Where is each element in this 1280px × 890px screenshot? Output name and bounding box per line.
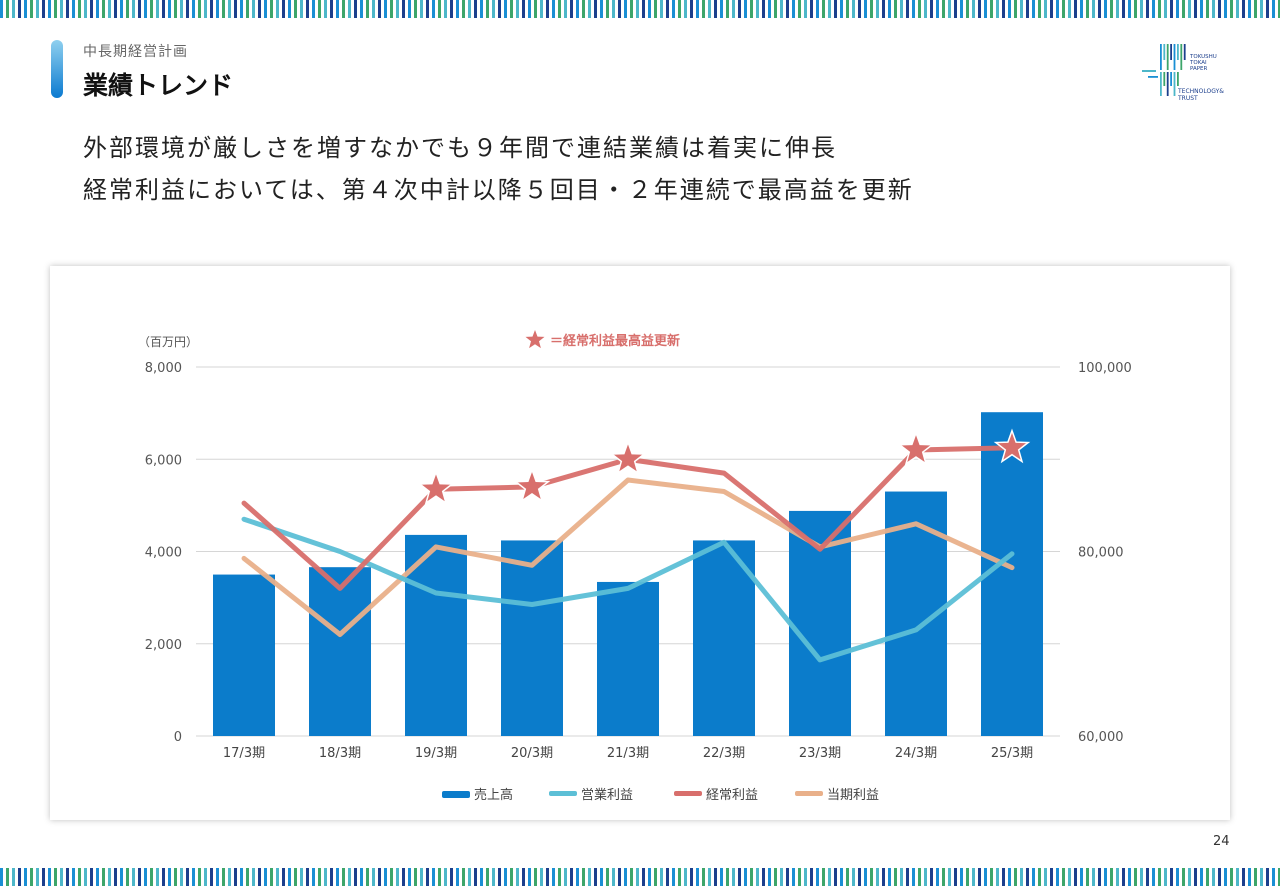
record-high-star-marker bbox=[609, 440, 647, 475]
right-axis-tick-label: 100,000 bbox=[1078, 361, 1132, 376]
category-label: 22/3期 bbox=[703, 746, 745, 761]
annotation-star-icon bbox=[525, 330, 545, 349]
left-axis-tick-label: 4,000 bbox=[145, 546, 182, 561]
legend-swatch bbox=[795, 791, 823, 796]
category-label: 20/3期 bbox=[511, 746, 553, 761]
legend-swatch bbox=[442, 791, 470, 798]
title-accent-bar bbox=[51, 40, 63, 98]
sales-bar bbox=[597, 581, 659, 736]
logo-tagline: TECHNOLOGY& bbox=[1177, 88, 1224, 95]
category-label: 23/3期 bbox=[799, 746, 841, 761]
net-profit-line bbox=[241, 477, 1015, 637]
unit-label: （百万円） bbox=[138, 335, 198, 349]
left-axis-tick-label: 0 bbox=[174, 730, 182, 745]
left-axis-tick-label: 2,000 bbox=[145, 638, 182, 653]
right-axis-tick-label: 60,000 bbox=[1078, 730, 1124, 745]
category-label: 17/3期 bbox=[223, 746, 265, 761]
category-label: 24/3期 bbox=[895, 746, 937, 761]
page-title: 業績トレンド bbox=[83, 71, 234, 100]
left-axis-tick-label: 6,000 bbox=[145, 453, 182, 468]
company-logo: TOKUSHU TOKAI PAPER TECHNOLOGY& TRUST bbox=[1142, 44, 1224, 102]
top-decorative-stripe bbox=[0, 0, 1280, 18]
sales-bar bbox=[501, 540, 563, 736]
record-high-star-marker bbox=[417, 469, 455, 505]
legend-label: 営業利益 bbox=[581, 787, 633, 803]
logo-text-line: TOKAI bbox=[1189, 60, 1207, 66]
category-label: 19/3期 bbox=[415, 746, 457, 761]
logo-tagline: TRUST bbox=[1177, 95, 1198, 102]
record-high-star-marker bbox=[513, 467, 551, 503]
bottom-decorative-stripe bbox=[0, 868, 1280, 886]
section-subtitle: 中長期経営計画 bbox=[83, 44, 188, 60]
record-high-star-marker bbox=[993, 428, 1031, 464]
sales-bar bbox=[981, 412, 1043, 736]
operating-profit-line bbox=[241, 516, 1015, 663]
category-label: 25/3期 bbox=[991, 746, 1033, 761]
legend-swatch bbox=[549, 791, 577, 796]
category-label: 18/3期 bbox=[319, 746, 361, 761]
annotation-label: ＝経常利益最高益更新 bbox=[550, 333, 680, 349]
sales-bar bbox=[213, 574, 275, 736]
category-label: 21/3期 bbox=[607, 746, 649, 761]
legend-label: 売上高 bbox=[474, 787, 513, 803]
logo-text-line: PAPER bbox=[1190, 66, 1208, 72]
left-axis-tick-label: 8,000 bbox=[145, 361, 182, 376]
legend-label: 当期利益 bbox=[827, 788, 879, 803]
logo-text-line: TOKUSHU bbox=[1189, 54, 1217, 60]
headline-line-1: 外部環境が厳しさを増すなかでも９年間で連結業績は着実に伸長 bbox=[83, 134, 837, 162]
sales-bar bbox=[309, 567, 371, 736]
chart-card: 0 2,000 4,000 6,000 8,000 60,000 80,000 100,000… bbox=[50, 266, 1230, 820]
sales-bar bbox=[693, 540, 755, 736]
performance-trend-chart: 0 2,000 4,000 6,000 8,000 60,000 80,000 100,000… bbox=[138, 330, 1132, 803]
record-high-star-marker bbox=[897, 430, 935, 466]
legend-swatch bbox=[674, 791, 702, 796]
page-number: 24 bbox=[1213, 834, 1230, 849]
right-axis-tick-label: 80,000 bbox=[1078, 546, 1124, 561]
headline-line-2: 経常利益においては、第４次中計以降５回目・２年連続で最高益を更新 bbox=[83, 176, 914, 204]
legend-label: 経常利益 bbox=[706, 788, 758, 803]
